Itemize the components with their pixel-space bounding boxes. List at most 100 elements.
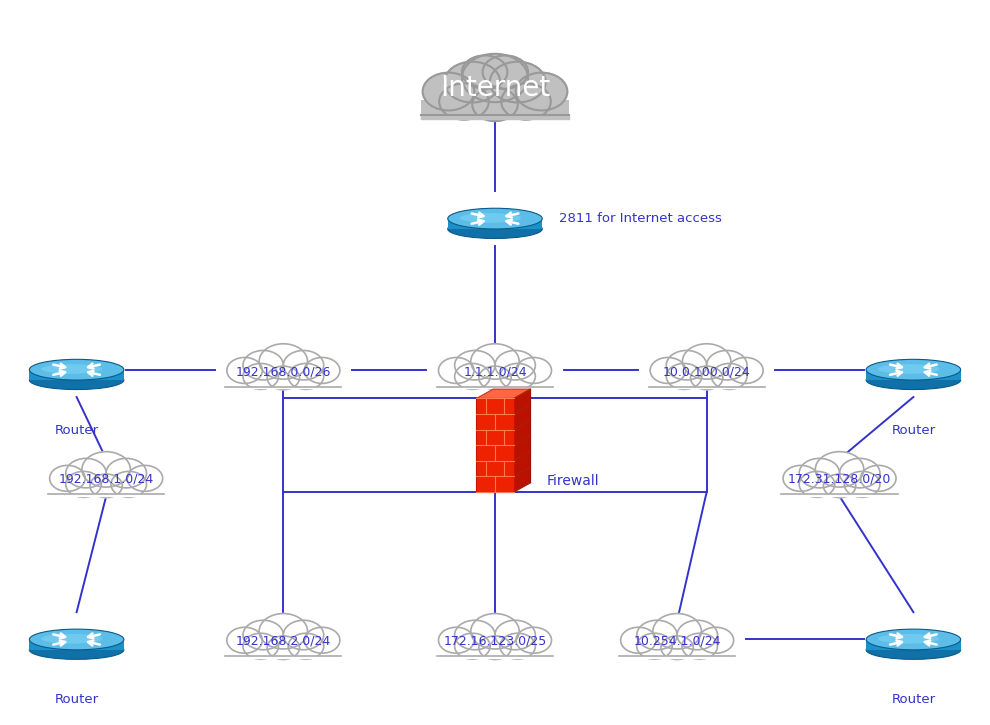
Circle shape (495, 621, 536, 650)
FancyBboxPatch shape (866, 370, 960, 380)
Circle shape (454, 633, 490, 659)
Circle shape (439, 627, 474, 653)
Circle shape (50, 465, 85, 492)
Circle shape (495, 350, 536, 380)
Circle shape (454, 621, 495, 650)
Text: 192.168.0.0/26: 192.168.0.0/26 (236, 365, 331, 378)
Circle shape (267, 366, 300, 390)
Ellipse shape (30, 360, 124, 380)
Text: 192.168.1.0/24: 192.168.1.0/24 (58, 473, 153, 486)
Ellipse shape (447, 208, 543, 229)
Circle shape (259, 613, 308, 649)
Circle shape (65, 471, 101, 497)
Text: Router: Router (54, 423, 99, 436)
Text: 10.254.1.0/24: 10.254.1.0/24 (634, 635, 721, 648)
FancyBboxPatch shape (225, 376, 342, 386)
FancyBboxPatch shape (421, 100, 569, 115)
Circle shape (783, 465, 819, 492)
Ellipse shape (42, 634, 103, 644)
Circle shape (677, 621, 718, 650)
Circle shape (65, 458, 106, 488)
Circle shape (661, 636, 693, 660)
Circle shape (621, 627, 656, 653)
FancyBboxPatch shape (30, 639, 124, 650)
Circle shape (707, 350, 747, 380)
Circle shape (82, 452, 131, 487)
Circle shape (479, 636, 511, 660)
Circle shape (840, 458, 880, 488)
Ellipse shape (30, 370, 124, 389)
Circle shape (682, 344, 731, 379)
Circle shape (482, 55, 528, 88)
Circle shape (267, 636, 300, 660)
FancyBboxPatch shape (49, 484, 164, 494)
Circle shape (799, 471, 835, 497)
Circle shape (516, 72, 567, 110)
Circle shape (824, 474, 855, 497)
FancyBboxPatch shape (619, 645, 736, 656)
FancyBboxPatch shape (30, 370, 124, 380)
Circle shape (227, 357, 262, 384)
Circle shape (227, 627, 262, 653)
Circle shape (650, 357, 686, 384)
Circle shape (423, 72, 474, 110)
Circle shape (516, 357, 551, 384)
Circle shape (682, 633, 718, 659)
Circle shape (816, 452, 863, 487)
Circle shape (127, 465, 162, 492)
Circle shape (462, 54, 528, 102)
FancyBboxPatch shape (866, 639, 960, 650)
Circle shape (666, 363, 702, 389)
FancyBboxPatch shape (648, 376, 765, 386)
Circle shape (462, 55, 508, 88)
Circle shape (440, 83, 489, 120)
Circle shape (666, 350, 707, 380)
Circle shape (243, 633, 278, 659)
Circle shape (728, 357, 763, 384)
Ellipse shape (878, 364, 940, 374)
Circle shape (243, 350, 283, 380)
FancyBboxPatch shape (447, 219, 543, 229)
FancyBboxPatch shape (476, 399, 514, 492)
Circle shape (90, 474, 123, 497)
Circle shape (471, 344, 519, 379)
Polygon shape (476, 389, 531, 399)
Circle shape (243, 621, 283, 650)
Circle shape (652, 613, 701, 649)
Circle shape (243, 363, 278, 389)
Circle shape (106, 458, 147, 488)
Circle shape (637, 621, 677, 650)
FancyBboxPatch shape (437, 376, 553, 386)
Circle shape (454, 363, 490, 389)
Text: Internet: Internet (440, 74, 550, 102)
Text: 1.1.1.0/24: 1.1.1.0/24 (463, 365, 527, 378)
Circle shape (712, 363, 747, 389)
Circle shape (472, 88, 518, 121)
Text: 172.16.123.0/25: 172.16.123.0/25 (444, 635, 546, 648)
Ellipse shape (447, 220, 543, 239)
FancyBboxPatch shape (437, 645, 553, 656)
Circle shape (471, 613, 519, 649)
Ellipse shape (866, 370, 960, 389)
Circle shape (479, 366, 511, 390)
Circle shape (288, 633, 324, 659)
Ellipse shape (30, 640, 124, 659)
Circle shape (500, 633, 536, 659)
Circle shape (799, 458, 840, 488)
Text: 192.168.2.0/24: 192.168.2.0/24 (236, 635, 331, 648)
Circle shape (439, 357, 474, 384)
Circle shape (283, 350, 324, 380)
Circle shape (454, 350, 495, 380)
Circle shape (490, 62, 545, 102)
Circle shape (844, 471, 880, 497)
Ellipse shape (878, 634, 940, 644)
Circle shape (259, 344, 308, 379)
Ellipse shape (866, 360, 960, 380)
Circle shape (304, 627, 340, 653)
FancyBboxPatch shape (781, 484, 898, 494)
Text: 2811 for Internet access: 2811 for Internet access (559, 212, 722, 225)
Polygon shape (514, 389, 531, 492)
Ellipse shape (866, 640, 960, 659)
Text: Router: Router (891, 423, 936, 436)
Circle shape (288, 363, 324, 389)
